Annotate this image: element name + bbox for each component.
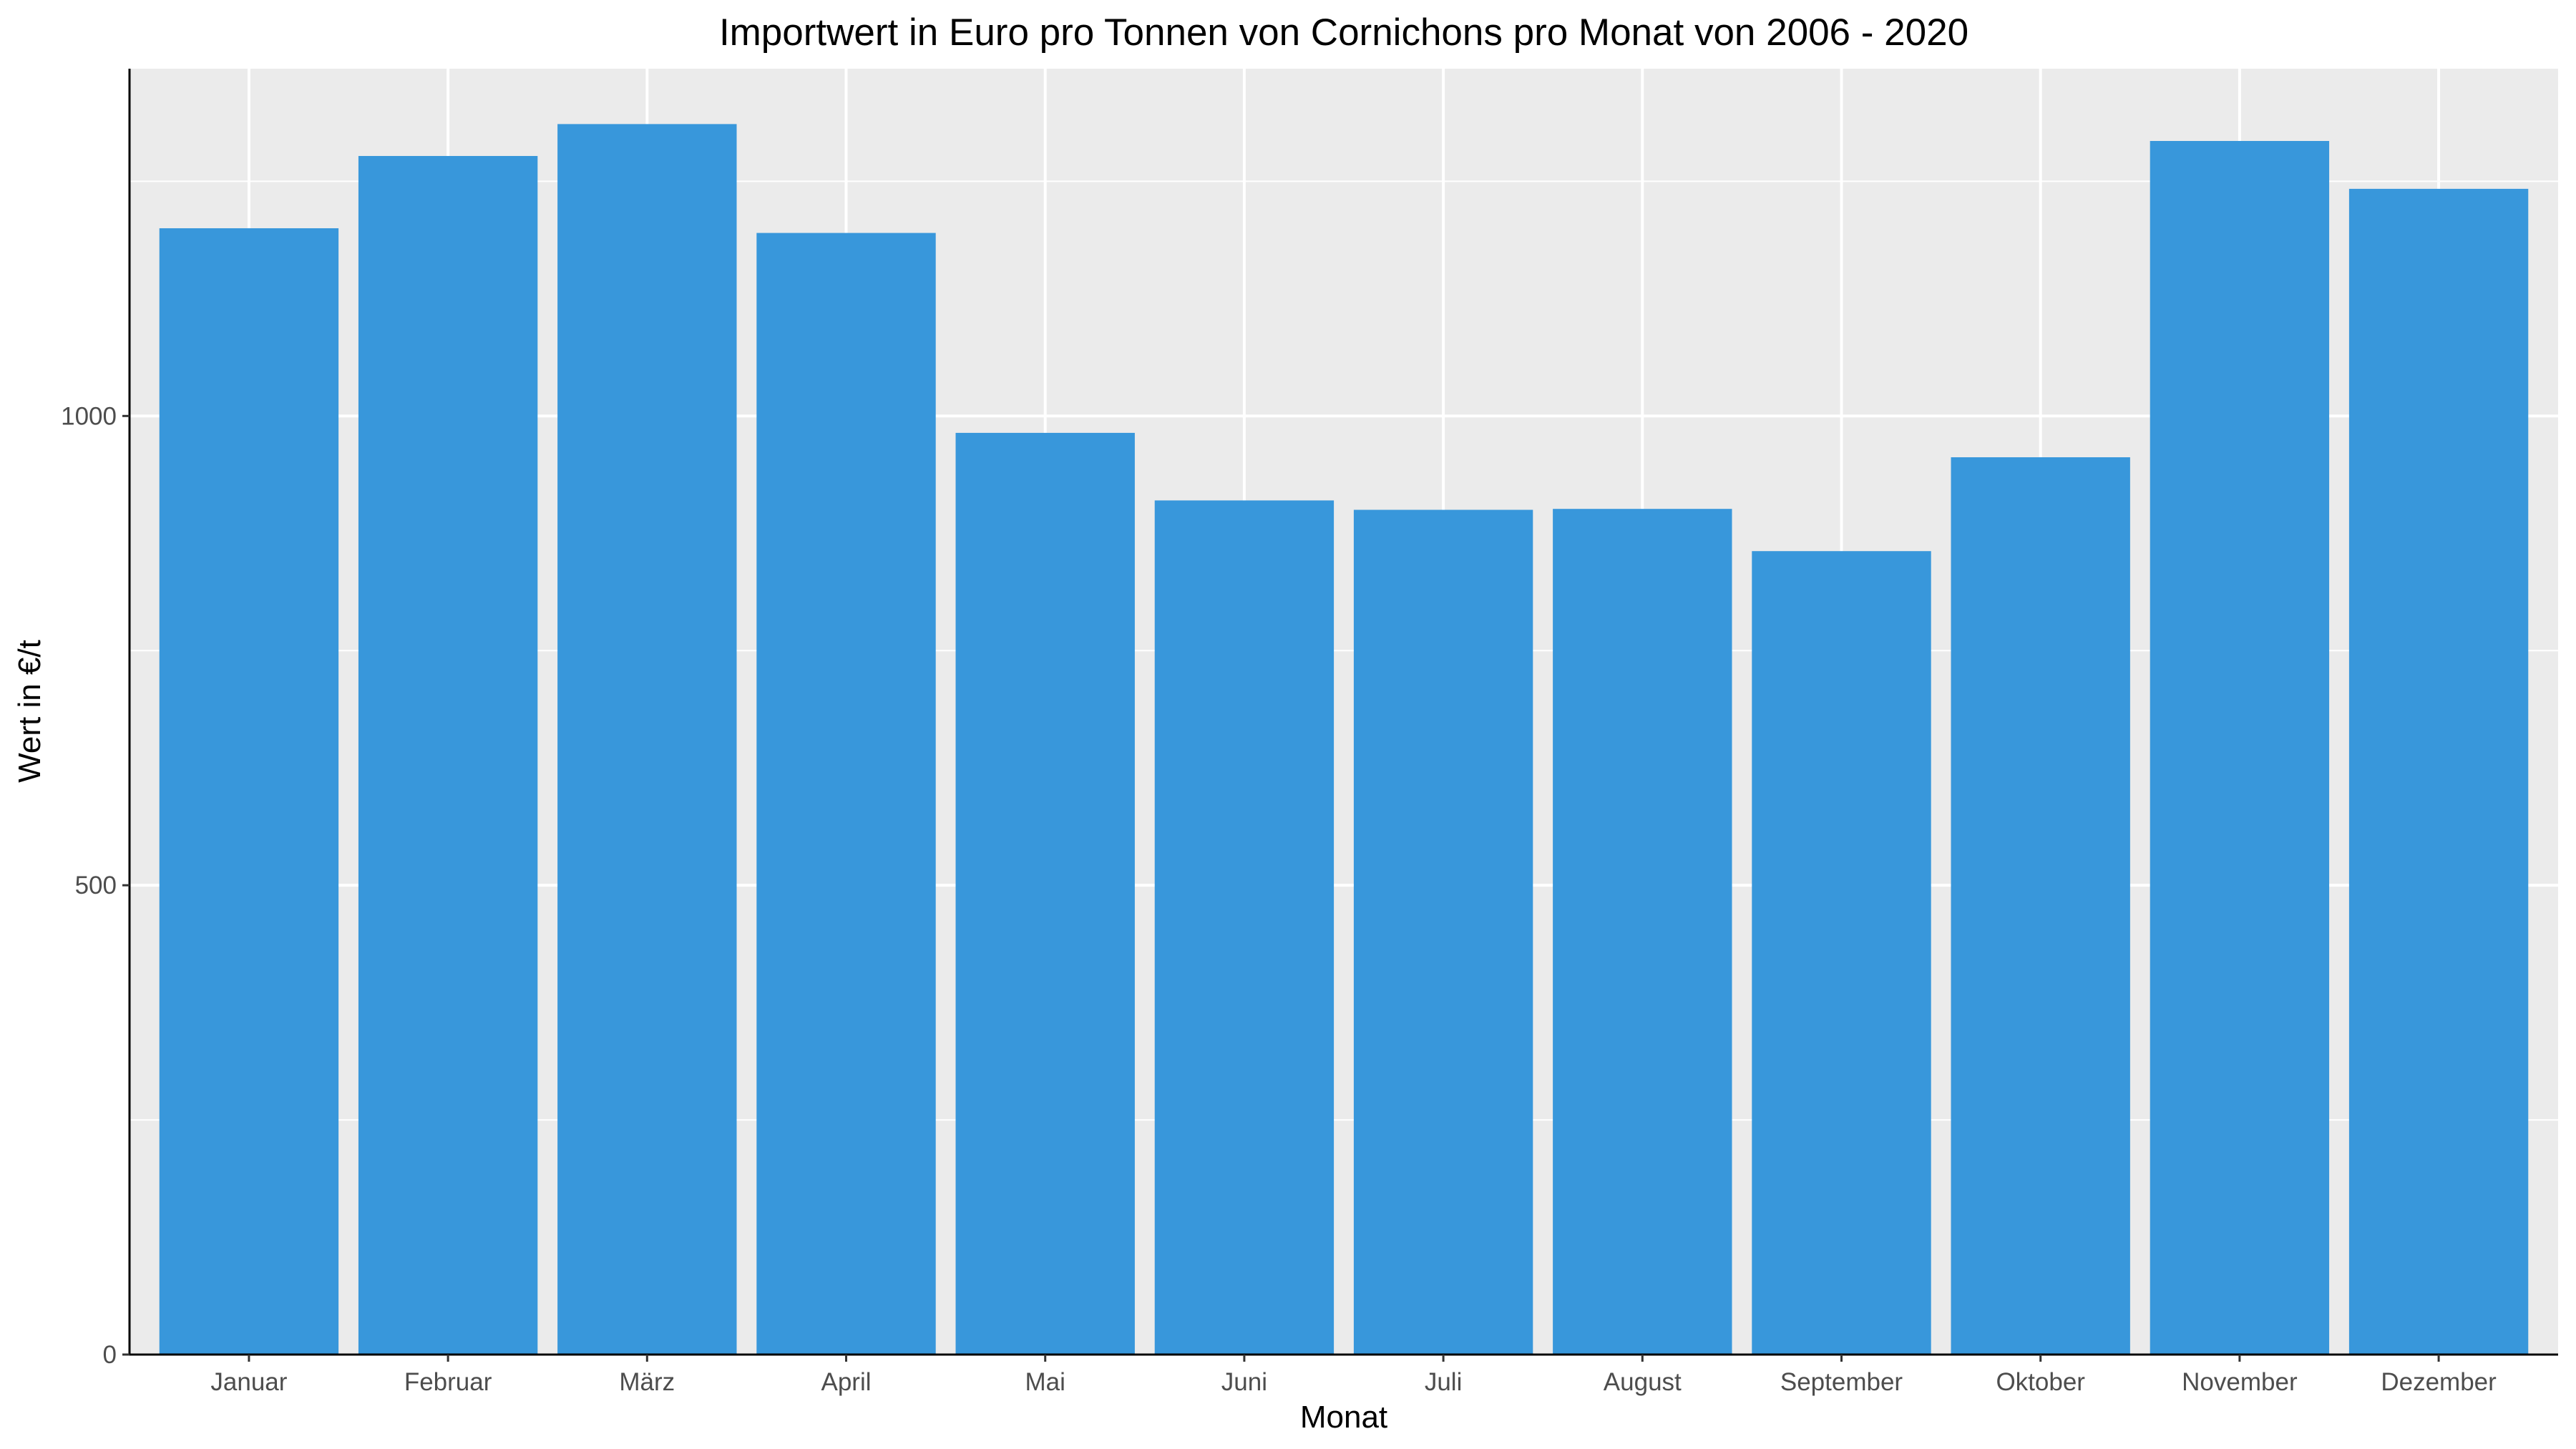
x-tick-label: Januar	[210, 1368, 287, 1396]
bar-juni	[1154, 500, 1335, 1355]
bar-oktober	[1951, 457, 2130, 1355]
chart-title: Importwert in Euro pro Tonnen von Cornic…	[719, 11, 1968, 54]
x-tick-label: August	[1604, 1368, 1682, 1396]
y-tick-label: 0	[103, 1341, 117, 1369]
y-tick-label: 1000	[61, 402, 117, 430]
x-tick-label: Juni	[1221, 1368, 1267, 1396]
x-ticks-layer: Januar Februar März April Mai Juni Juli August S…	[210, 1355, 2497, 1396]
bars-layer	[159, 124, 2529, 1355]
y-ticks-layer: 0 500 1000	[61, 402, 130, 1369]
x-tick-label: April	[821, 1368, 871, 1396]
x-tick-label: September	[1780, 1368, 1903, 1396]
x-tick-label: Oktober	[1996, 1368, 2085, 1396]
bar-januar	[159, 228, 339, 1355]
bar-mai	[955, 432, 1135, 1355]
bar-juli	[1353, 509, 1533, 1355]
x-tick-label: Dezember	[2381, 1368, 2497, 1396]
x-tick-label: März	[619, 1368, 675, 1396]
bar-dezember	[2348, 188, 2529, 1355]
bar-april	[756, 233, 936, 1355]
bar-februar	[358, 155, 538, 1355]
x-tick-label: Februar	[404, 1368, 492, 1396]
bar-november	[2150, 140, 2330, 1355]
y-tick-label: 500	[75, 872, 117, 899]
x-axis-title: Monat	[1300, 1400, 1387, 1435]
bar-august	[1553, 509, 1732, 1355]
x-tick-label: Mai	[1025, 1368, 1065, 1396]
x-tick-label: November	[2182, 1368, 2298, 1396]
bar-märz	[557, 124, 737, 1355]
x-tick-label: Juli	[1425, 1368, 1463, 1396]
bar-september	[1752, 551, 1931, 1355]
y-axis-title: Wert in €/t	[12, 640, 47, 783]
